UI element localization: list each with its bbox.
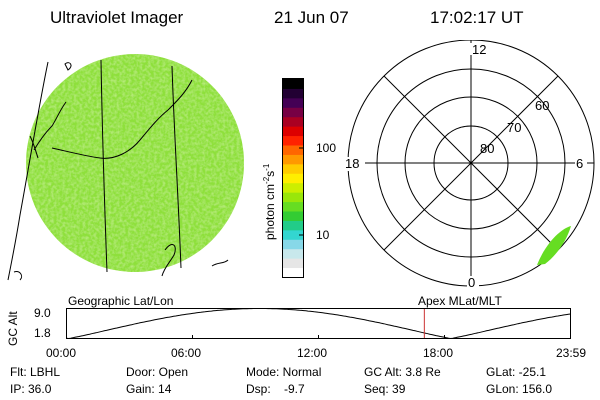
colorbar-segment <box>283 173 303 184</box>
colorbar-segment <box>283 107 303 118</box>
timeline-xtick-2359: 23:59 <box>556 346 587 360</box>
gc-alt-readout: GC Alt: 3.8 Re <box>364 365 441 379</box>
orbit-altitude-timeline <box>66 308 571 340</box>
colorbar-segment <box>283 154 303 165</box>
colorbar-segment <box>283 192 303 203</box>
colorbar-segment <box>283 267 303 278</box>
colorbar-segment <box>283 229 303 240</box>
timeline-xtick-0000: 00:00 <box>46 346 77 360</box>
sequence-readout: Seq: 39 <box>364 382 406 396</box>
timeline-ytick-high: 9.0 <box>34 306 51 320</box>
longitude-line <box>171 65 182 269</box>
polar-emission-patch <box>537 226 571 265</box>
lat-label-60: 60 <box>535 98 549 113</box>
coastline <box>33 101 67 151</box>
color-scale-bar <box>282 78 304 278</box>
colorbar-segment <box>283 182 303 193</box>
coastline <box>51 79 193 159</box>
uv-image-disk <box>7 54 244 281</box>
colorbar-segment <box>283 211 303 221</box>
colorbar-segment <box>283 126 303 137</box>
colorbar-tick-100: 100 <box>316 141 337 155</box>
colorbar-segment <box>283 239 303 250</box>
timeline-xtick-1200: 12:00 <box>297 346 328 360</box>
colorbar-segment <box>283 79 303 89</box>
ip-readout: IP: 36.0 <box>10 382 52 396</box>
door-readout: Door: Open <box>126 365 189 379</box>
mode-readout: Mode: Normal <box>246 365 322 379</box>
colorbar-unit-label: photon cm-2s-1 <box>262 163 277 240</box>
lat-label-80: 80 <box>480 141 494 156</box>
mlt-label-6: 6 <box>576 156 583 171</box>
polar-diagonal <box>383 75 559 251</box>
timeline-xtick-0600: 06:00 <box>171 346 202 360</box>
geographic-latlon-label: Geographic Lat/Lon <box>68 294 174 308</box>
timeline-xtick-1800: 18:00 <box>423 346 454 360</box>
timeline-frame <box>66 308 571 339</box>
lat-label-70: 70 <box>507 120 521 135</box>
gain-readout: Gain: 14 <box>126 382 172 396</box>
coastline <box>211 259 229 267</box>
emission-disk <box>26 54 244 272</box>
apex-mlat-mlt-label: Apex MLat/MLT <box>418 294 502 308</box>
geo-lat-readout: GLat: -25.1 <box>486 365 547 379</box>
island <box>64 62 72 71</box>
coastline <box>161 244 176 277</box>
mlt-label-0: 0 <box>468 275 475 290</box>
instrument-title: Ultraviolet Imager <box>50 8 184 27</box>
colorbar-segment <box>283 220 303 231</box>
geo-lon-readout: GLon: 156.0 <box>486 382 553 396</box>
colorbar-segment <box>283 116 303 127</box>
filter-readout: Flt: LBHL <box>10 365 61 379</box>
timeline-y-axis-label: GC Alt <box>6 311 20 346</box>
colorbar-segment <box>283 248 303 259</box>
observation-date: 21 Jun 07 <box>274 8 349 27</box>
altitude-curve <box>66 308 571 340</box>
polar-mlt-grid: 12 18 6 0 60 70 80 <box>343 40 595 290</box>
colorbar-segment <box>283 201 303 212</box>
colorbar-tick-10: 10 <box>316 228 330 242</box>
colorbar-frame <box>282 78 304 278</box>
timeline-ytick-low: 1.8 <box>34 326 51 340</box>
colorbar-segment <box>283 88 303 99</box>
coastline <box>13 271 23 281</box>
dsp-readout: Dsp: -9.7 <box>246 382 305 396</box>
mlt-label-18: 18 <box>345 156 359 171</box>
coastline <box>29 135 39 159</box>
longitude-line <box>7 61 49 281</box>
colorbar-segment <box>283 97 303 108</box>
observation-time: 17:02:17 UT <box>430 8 524 27</box>
colorbar-segment <box>283 163 303 174</box>
colorbar-segment <box>283 258 303 269</box>
colorbar-segment <box>283 135 303 146</box>
colorbar-segment <box>283 145 303 155</box>
mlt-label-12: 12 <box>472 42 486 57</box>
map-overlay <box>7 59 229 281</box>
